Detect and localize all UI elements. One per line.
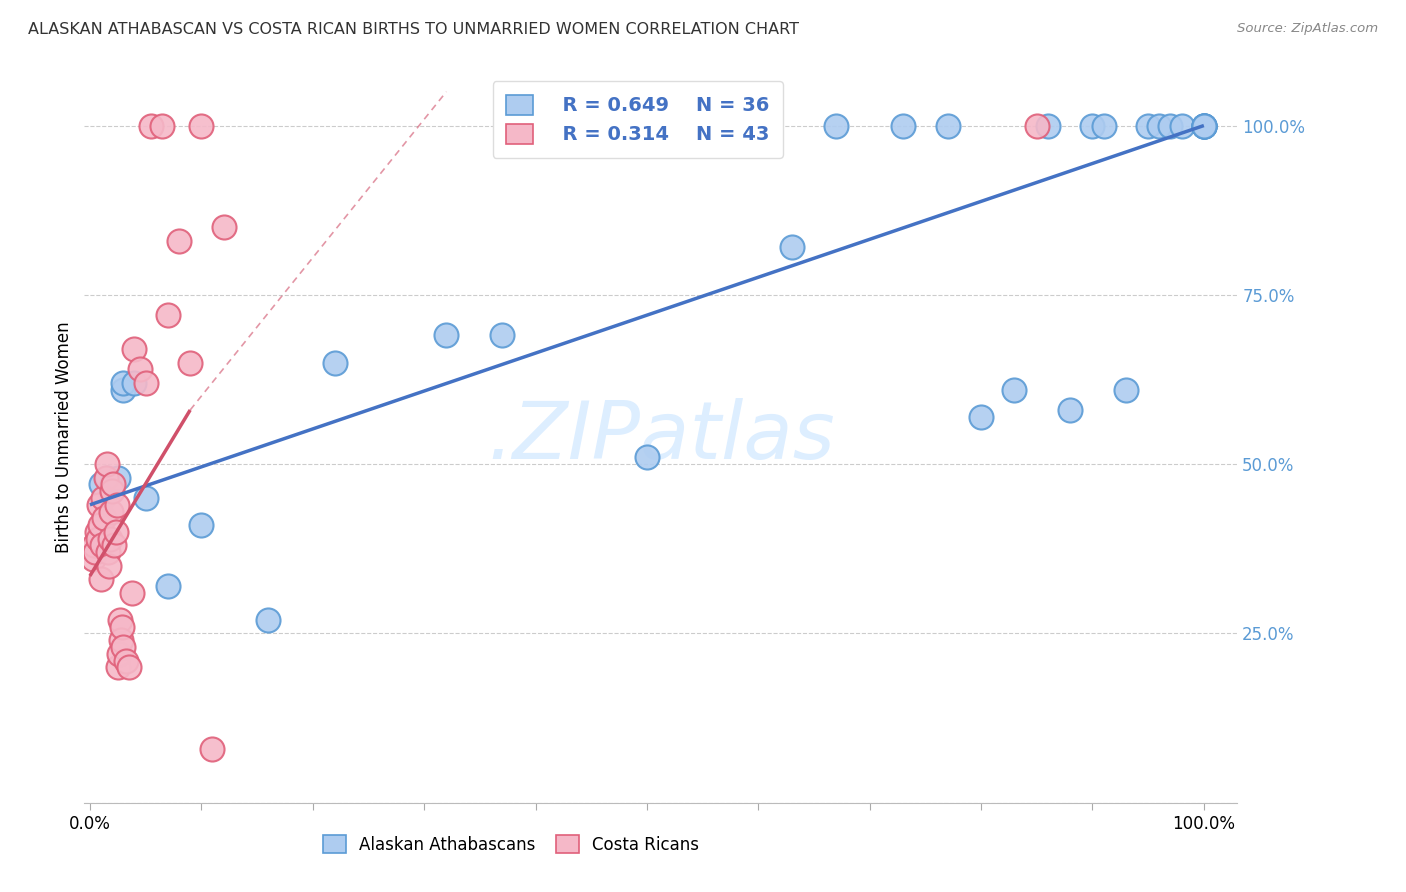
Point bbox=[108, 647, 131, 661]
Point bbox=[93, 511, 115, 525]
Text: .ZIPatlas: .ZIPatlas bbox=[486, 398, 835, 476]
Text: Source: ZipAtlas.com: Source: ZipAtlas.com bbox=[1237, 22, 1378, 36]
Point bbox=[1192, 119, 1215, 133]
Point bbox=[103, 538, 125, 552]
Point bbox=[112, 640, 135, 654]
Point bbox=[1081, 119, 1104, 133]
Point bbox=[108, 613, 131, 627]
Point bbox=[1036, 119, 1059, 133]
Point bbox=[491, 328, 513, 343]
Point bbox=[97, 545, 120, 559]
Point bbox=[201, 741, 224, 756]
Text: ALASKAN ATHABASCAN VS COSTA RICAN BIRTHS TO UNMARRIED WOMEN CORRELATION CHART: ALASKAN ATHABASCAN VS COSTA RICAN BIRTHS… bbox=[28, 22, 799, 37]
Point bbox=[156, 308, 179, 322]
Point bbox=[111, 620, 134, 634]
Point bbox=[156, 579, 179, 593]
Point bbox=[100, 505, 122, 519]
Point bbox=[110, 633, 132, 648]
Point bbox=[141, 119, 163, 133]
Point bbox=[107, 660, 129, 674]
Legend: Alaskan Athabascans, Costa Ricans: Alaskan Athabascans, Costa Ricans bbox=[316, 829, 706, 860]
Point bbox=[1170, 119, 1192, 133]
Point bbox=[105, 498, 128, 512]
Point bbox=[970, 409, 993, 424]
Point bbox=[891, 119, 914, 133]
Point bbox=[84, 545, 107, 559]
Point bbox=[96, 471, 118, 485]
Point bbox=[1059, 403, 1081, 417]
Point bbox=[1115, 383, 1137, 397]
Point bbox=[135, 491, 157, 505]
Point bbox=[323, 355, 346, 369]
Point bbox=[91, 538, 114, 552]
Point bbox=[1192, 119, 1215, 133]
Point bbox=[101, 484, 124, 499]
Point bbox=[1159, 119, 1181, 133]
Point bbox=[1192, 119, 1215, 133]
Point bbox=[97, 558, 120, 573]
Point bbox=[190, 119, 212, 133]
Point bbox=[118, 660, 141, 674]
Point bbox=[936, 119, 959, 133]
Point bbox=[1092, 119, 1115, 133]
Point bbox=[135, 376, 157, 390]
Point bbox=[112, 383, 135, 397]
Point bbox=[94, 471, 117, 485]
Point bbox=[101, 477, 124, 491]
Point bbox=[1192, 119, 1215, 133]
Point bbox=[82, 552, 104, 566]
Point bbox=[212, 220, 235, 235]
Y-axis label: Births to Unmarried Women: Births to Unmarried Women bbox=[55, 321, 73, 553]
Point bbox=[1192, 119, 1215, 133]
Point bbox=[780, 240, 803, 254]
Point bbox=[257, 613, 280, 627]
Point bbox=[1149, 119, 1171, 133]
Point bbox=[636, 450, 658, 465]
Point bbox=[112, 376, 135, 390]
Point bbox=[107, 471, 129, 485]
Point bbox=[124, 342, 146, 356]
Point bbox=[89, 518, 111, 533]
Point bbox=[1004, 383, 1026, 397]
Point bbox=[83, 538, 105, 552]
Point bbox=[91, 491, 114, 505]
Point bbox=[1137, 119, 1160, 133]
Point bbox=[190, 518, 212, 533]
Point bbox=[179, 355, 201, 369]
Point bbox=[129, 362, 152, 376]
Point bbox=[167, 234, 190, 248]
Point bbox=[124, 376, 146, 390]
Point bbox=[103, 477, 125, 491]
Point bbox=[114, 654, 136, 668]
Point bbox=[90, 572, 112, 586]
Point bbox=[825, 119, 848, 133]
Point bbox=[87, 532, 110, 546]
Point bbox=[98, 532, 121, 546]
Point bbox=[1192, 119, 1215, 133]
Point bbox=[96, 457, 118, 471]
Point bbox=[86, 524, 108, 539]
Point bbox=[87, 498, 110, 512]
Point bbox=[150, 119, 173, 133]
Point bbox=[104, 524, 127, 539]
Point bbox=[121, 586, 143, 600]
Point bbox=[90, 477, 112, 491]
Point bbox=[1025, 119, 1047, 133]
Point bbox=[434, 328, 457, 343]
